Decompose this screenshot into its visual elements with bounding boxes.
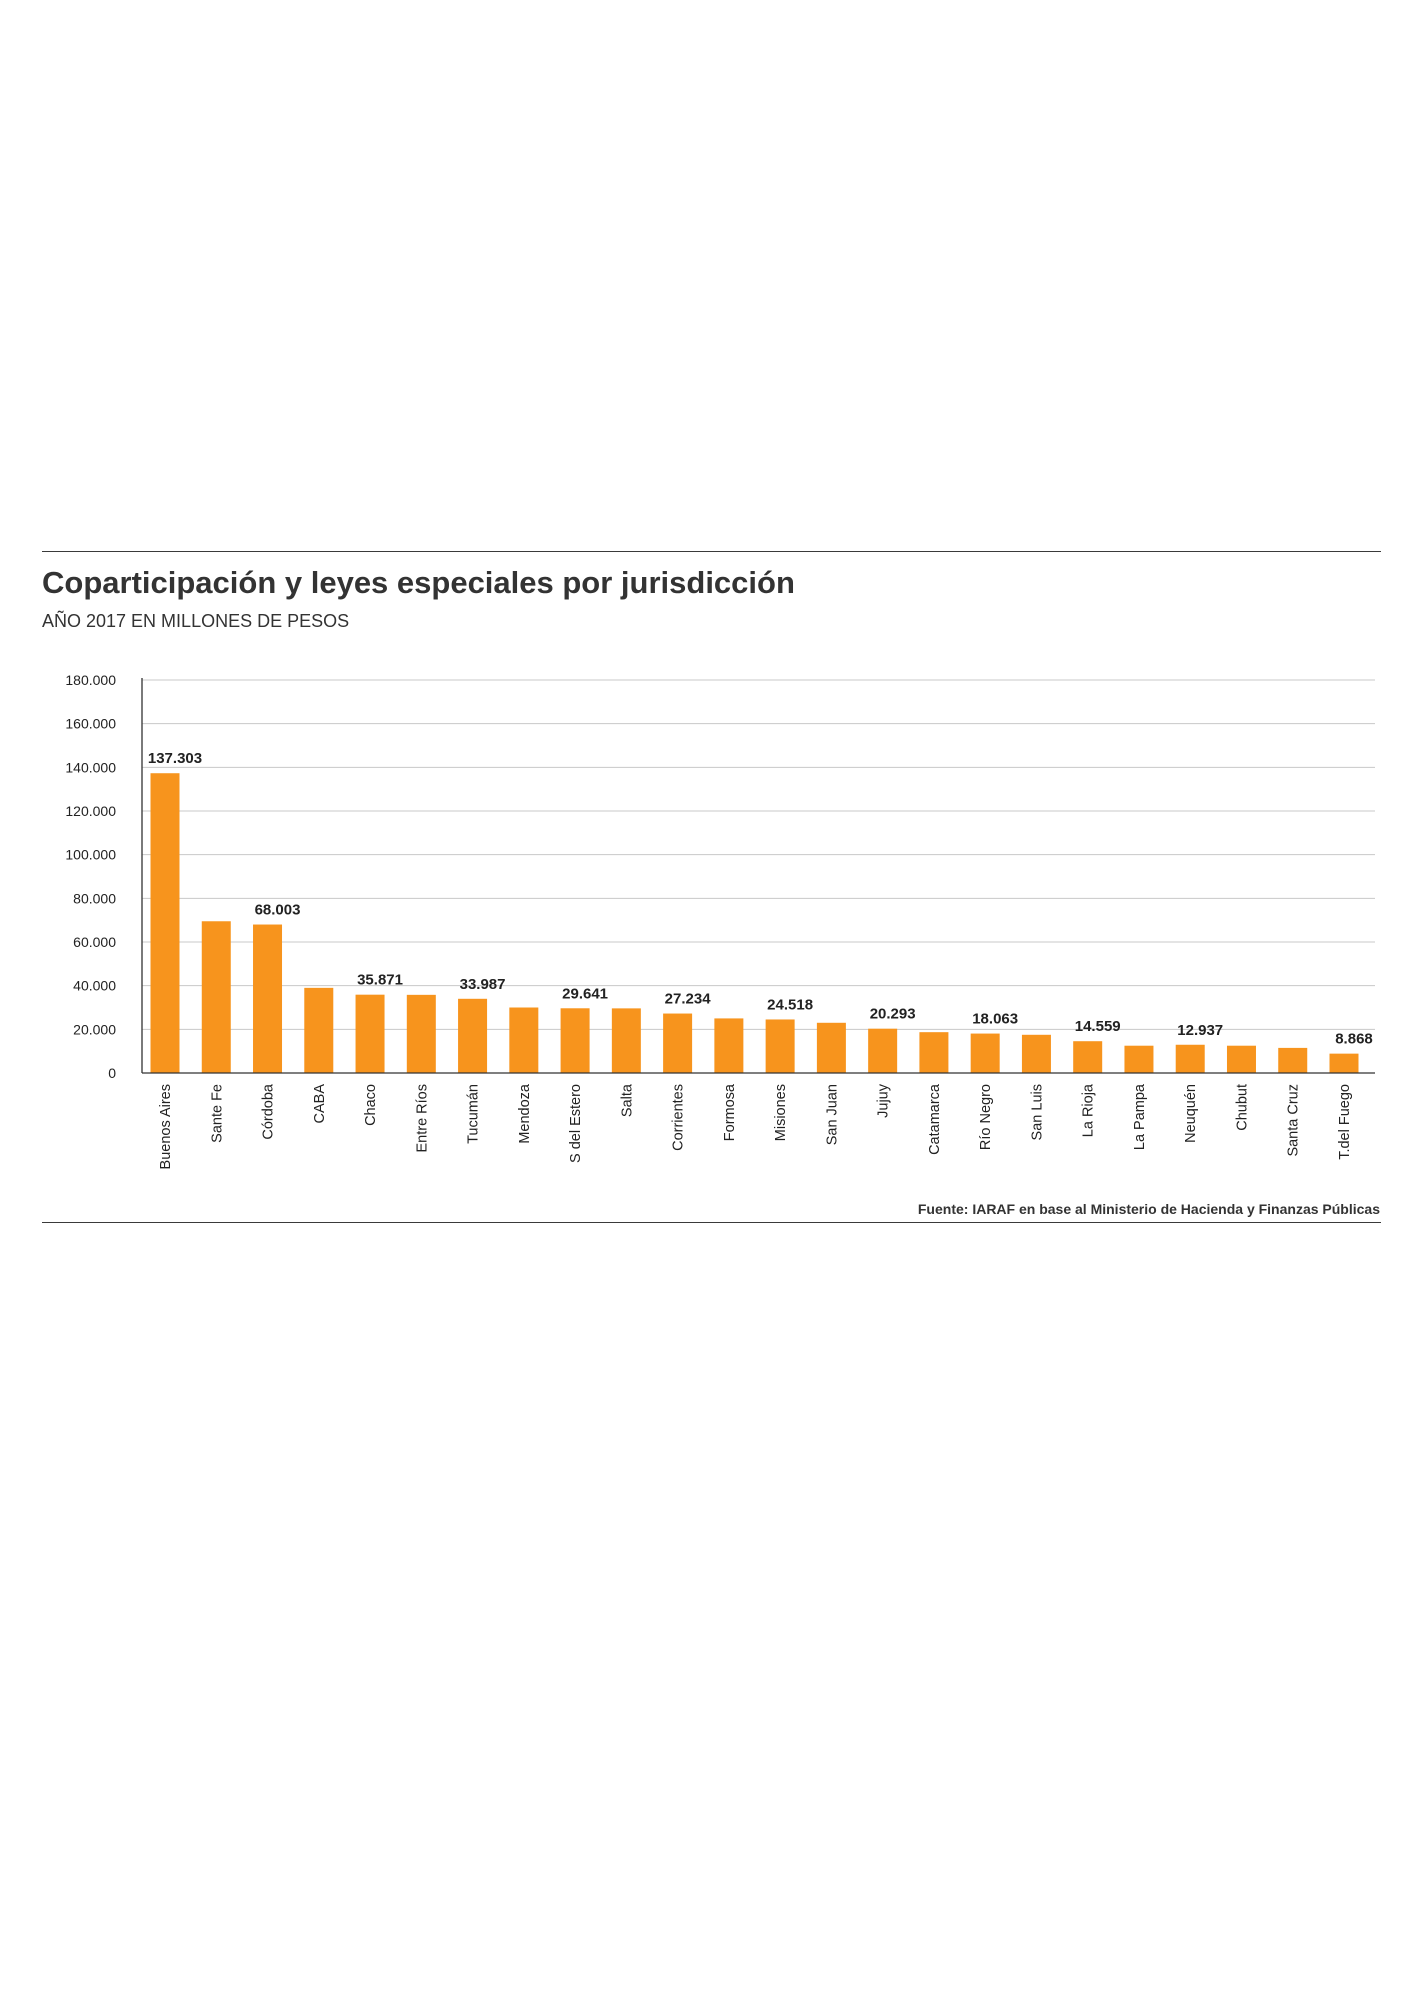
data-label: 18.063 bbox=[972, 1011, 1018, 1028]
category-label: Río Negro bbox=[978, 1084, 994, 1150]
category-label: CABA bbox=[312, 1084, 328, 1124]
bar bbox=[150, 773, 180, 1073]
bar bbox=[1329, 1053, 1359, 1073]
data-label: 24.518 bbox=[767, 996, 813, 1013]
bar bbox=[253, 924, 283, 1073]
category-label: Jujuy bbox=[876, 1083, 892, 1118]
category-label: Mendoza bbox=[517, 1083, 533, 1144]
y-tick-label: 180.000 bbox=[65, 672, 116, 688]
labels: 0 20.000 40.000 60.000 80.000 100.000 120.000 1… bbox=[65, 672, 1372, 1169]
bar bbox=[765, 1019, 795, 1073]
data-label: 68.003 bbox=[255, 902, 301, 919]
data-label: 14.559 bbox=[1075, 1018, 1121, 1035]
bar bbox=[1021, 1034, 1051, 1073]
bottom-rule bbox=[42, 1222, 1381, 1223]
bar bbox=[1175, 1044, 1205, 1073]
category-label: Catamarca bbox=[927, 1083, 943, 1155]
bar bbox=[1073, 1041, 1103, 1073]
data-label: 35.871 bbox=[357, 972, 403, 989]
data-label: 27.234 bbox=[665, 991, 712, 1008]
chart-subtitle: AÑO 2017 EN MILLONES DE PESOS bbox=[42, 611, 350, 631]
category-label: San Juan bbox=[824, 1084, 840, 1145]
data-label: 12.937 bbox=[1177, 1022, 1223, 1039]
bar bbox=[611, 1008, 641, 1073]
bar bbox=[509, 1007, 539, 1073]
bar bbox=[714, 1018, 744, 1073]
bar bbox=[919, 1032, 949, 1073]
bar bbox=[868, 1028, 898, 1073]
category-label: Salta bbox=[619, 1083, 635, 1117]
data-label: 20.293 bbox=[870, 1006, 916, 1023]
bar bbox=[1278, 1047, 1308, 1073]
bars bbox=[150, 773, 1359, 1073]
category-label: San Luis bbox=[1029, 1084, 1045, 1140]
top-rule bbox=[42, 551, 1381, 552]
category-label: Chaco bbox=[363, 1084, 379, 1126]
bar bbox=[816, 1022, 846, 1073]
y-tick-label: 120.000 bbox=[65, 803, 116, 819]
category-label: S del Estero bbox=[568, 1084, 584, 1163]
category-label: Córdoba bbox=[261, 1083, 277, 1140]
bar-chart: 0 20.000 40.000 60.000 80.000 100.000 120.000 1… bbox=[65, 672, 1375, 1169]
gridlines bbox=[142, 679, 1375, 1030]
data-label: 29.641 bbox=[562, 985, 608, 1002]
bar bbox=[406, 994, 436, 1073]
category-label: Santa Cruz bbox=[1286, 1084, 1302, 1157]
category-label: Buenos Aires bbox=[158, 1084, 174, 1169]
data-label: 33.987 bbox=[460, 976, 506, 993]
bar bbox=[663, 1013, 693, 1073]
category-label: La Rioja bbox=[1081, 1083, 1097, 1137]
y-tick-label: 100.000 bbox=[65, 847, 116, 863]
bar bbox=[458, 998, 488, 1073]
bar bbox=[560, 1008, 590, 1073]
category-label: Misiones bbox=[773, 1084, 789, 1141]
bar bbox=[304, 987, 334, 1073]
y-tick-label: 20.000 bbox=[73, 1021, 116, 1037]
category-label: Entre Ríos bbox=[414, 1084, 430, 1153]
category-label: Sante Fe bbox=[209, 1084, 225, 1143]
category-label: Tucumán bbox=[466, 1084, 482, 1144]
category-label: T.del Fuego bbox=[1337, 1084, 1353, 1160]
y-tick-label: 80.000 bbox=[73, 890, 116, 906]
y-tick-label: 160.000 bbox=[65, 716, 116, 732]
bar bbox=[1124, 1045, 1154, 1073]
category-label: Chubut bbox=[1234, 1084, 1250, 1131]
category-label: La Pampa bbox=[1132, 1083, 1148, 1150]
bar bbox=[970, 1033, 1000, 1073]
bar bbox=[1226, 1045, 1256, 1073]
y-tick-label: 60.000 bbox=[73, 934, 116, 950]
category-label: Formosa bbox=[722, 1083, 738, 1141]
y-tick-label: 0 bbox=[108, 1065, 116, 1081]
source-note: Fuente: IARAF en base al Ministerio de H… bbox=[917, 1201, 1380, 1217]
y-tick-label: 40.000 bbox=[73, 978, 116, 994]
bar bbox=[355, 994, 385, 1073]
category-label: Corrientes bbox=[671, 1084, 687, 1151]
category-label: Neuquén bbox=[1183, 1084, 1199, 1143]
data-label: 8.868 bbox=[1335, 1031, 1373, 1048]
data-label: 137.303 bbox=[148, 750, 202, 767]
y-tick-label: 140.000 bbox=[65, 759, 116, 775]
bar bbox=[201, 921, 231, 1073]
chart-title: Coparticipación y leyes especiales por j… bbox=[42, 565, 795, 600]
axes bbox=[141, 678, 1375, 1074]
